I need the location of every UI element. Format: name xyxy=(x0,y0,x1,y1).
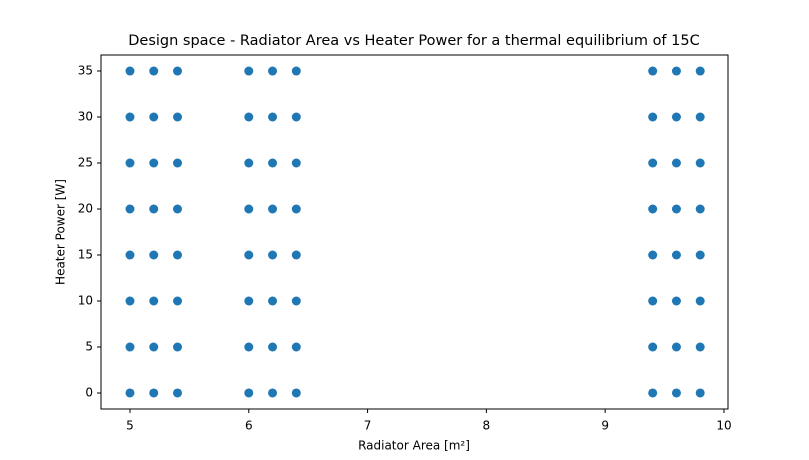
point xyxy=(244,388,254,398)
point xyxy=(149,66,159,76)
point xyxy=(268,112,278,122)
x-tick-label: 5 xyxy=(126,419,134,433)
point xyxy=(291,342,301,352)
point xyxy=(149,296,159,306)
point xyxy=(173,158,183,168)
point xyxy=(149,112,159,122)
point xyxy=(291,388,301,398)
point xyxy=(671,342,681,352)
point xyxy=(125,112,135,122)
point xyxy=(268,250,278,260)
point xyxy=(268,342,278,352)
point xyxy=(291,112,301,122)
point xyxy=(173,112,183,122)
point xyxy=(149,342,159,352)
x-tick-label: 10 xyxy=(716,419,731,433)
point xyxy=(244,296,254,306)
point xyxy=(671,388,681,398)
point xyxy=(648,342,658,352)
point xyxy=(695,66,705,76)
point xyxy=(268,204,278,214)
point xyxy=(268,388,278,398)
x-tick-label: 9 xyxy=(601,419,609,433)
plot-frame xyxy=(100,54,729,410)
x-tick-label: 8 xyxy=(483,419,491,433)
point xyxy=(291,204,301,214)
point xyxy=(173,66,183,76)
point xyxy=(149,204,159,214)
point xyxy=(291,250,301,260)
point xyxy=(695,112,705,122)
point xyxy=(648,158,658,168)
point xyxy=(125,158,135,168)
point xyxy=(648,66,658,76)
x-axis-label: Radiator Area [m²] xyxy=(358,439,470,453)
x-tick-label: 6 xyxy=(245,419,253,433)
y-tick-label: 20 xyxy=(78,202,93,216)
chart-title: Design space - Radiator Area vs Heater P… xyxy=(128,33,699,49)
point xyxy=(671,66,681,76)
x-tick-label: 7 xyxy=(364,419,372,433)
point xyxy=(648,112,658,122)
point xyxy=(244,158,254,168)
point xyxy=(125,204,135,214)
point xyxy=(671,112,681,122)
point xyxy=(244,112,254,122)
point xyxy=(268,296,278,306)
point xyxy=(125,388,135,398)
point xyxy=(695,204,705,214)
point xyxy=(648,250,658,260)
y-tick-label: 30 xyxy=(78,110,93,124)
point xyxy=(125,250,135,260)
point xyxy=(671,204,681,214)
point xyxy=(648,204,658,214)
y-tick-label: 0 xyxy=(85,385,93,399)
y-tick-label: 5 xyxy=(85,339,93,353)
point xyxy=(695,342,705,352)
point xyxy=(125,66,135,76)
point xyxy=(173,296,183,306)
point xyxy=(695,158,705,168)
point xyxy=(244,66,254,76)
y-tick-label: 10 xyxy=(78,293,93,307)
point xyxy=(149,250,159,260)
point xyxy=(648,388,658,398)
point xyxy=(695,296,705,306)
point xyxy=(671,296,681,306)
point xyxy=(291,66,301,76)
point xyxy=(173,388,183,398)
point xyxy=(695,250,705,260)
point xyxy=(173,204,183,214)
point xyxy=(125,296,135,306)
point xyxy=(291,296,301,306)
point xyxy=(244,250,254,260)
point xyxy=(149,158,159,168)
point xyxy=(671,158,681,168)
point xyxy=(648,296,658,306)
y-axis-label: Heater Power [W] xyxy=(54,179,68,285)
point xyxy=(671,250,681,260)
point xyxy=(125,342,135,352)
point xyxy=(291,158,301,168)
point xyxy=(695,388,705,398)
point xyxy=(173,342,183,352)
point xyxy=(173,250,183,260)
point xyxy=(244,342,254,352)
y-tick-label: 25 xyxy=(78,156,93,170)
point xyxy=(268,158,278,168)
point xyxy=(149,388,159,398)
y-tick-label: 15 xyxy=(78,247,93,261)
y-tick-label: 35 xyxy=(78,64,93,78)
point xyxy=(268,66,278,76)
point xyxy=(244,204,254,214)
